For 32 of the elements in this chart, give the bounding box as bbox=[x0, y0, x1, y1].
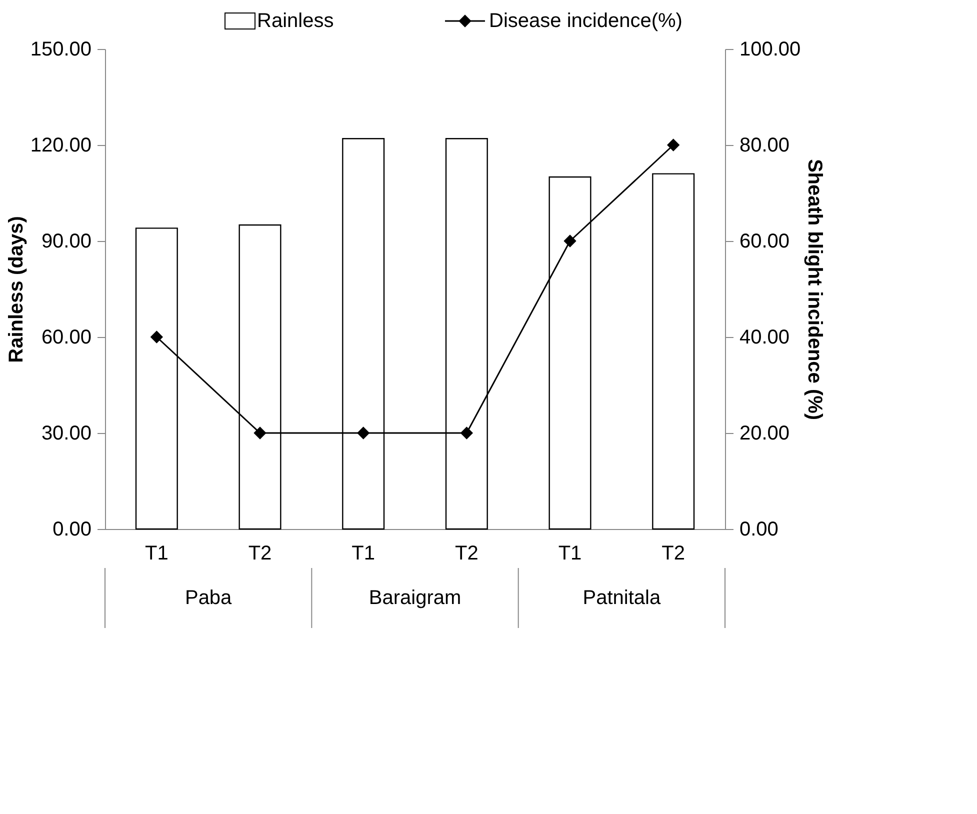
y2-axis-title: Sheath blight incidence (%) bbox=[804, 158, 826, 420]
x-tick-label: T2 bbox=[662, 542, 686, 564]
legend-label: Rainless bbox=[257, 10, 334, 32]
text: Baraigram bbox=[368, 587, 462, 609]
point bbox=[460, 426, 473, 440]
y-tick-label: 60.00 bbox=[41, 326, 92, 348]
y2-tick-label: 100.00 bbox=[740, 38, 801, 60]
point bbox=[564, 234, 576, 248]
x-tick-label: T2 bbox=[454, 542, 478, 564]
x-tick-label: T1 bbox=[558, 542, 582, 564]
point bbox=[150, 330, 163, 344]
y-axis-title: Rainless (days) bbox=[5, 216, 28, 363]
y2-tick-label: 40.00 bbox=[740, 326, 790, 348]
bar bbox=[652, 173, 695, 530]
y2-tick-label: 0.00 bbox=[740, 518, 778, 540]
point bbox=[254, 426, 266, 440]
y2-tick-label: 20.00 bbox=[740, 422, 790, 444]
y-tick-label: 120.00 bbox=[30, 134, 92, 156]
point bbox=[667, 138, 680, 152]
y-tick-label: 0.00 bbox=[52, 518, 92, 540]
y-tick-label: 30.00 bbox=[41, 422, 92, 444]
y-tick-label: 90.00 bbox=[41, 230, 92, 252]
y2-tick-label: 60.00 bbox=[740, 230, 790, 252]
text: Paba bbox=[184, 587, 233, 609]
legend-label: Disease incidence(%) bbox=[489, 10, 682, 32]
y2-tick-label: 80.00 bbox=[740, 134, 790, 156]
text: Patnitala bbox=[582, 587, 662, 609]
x-tick-label: T2 bbox=[248, 542, 272, 564]
x-tick-label: T1 bbox=[352, 542, 376, 564]
y-tick-label: 150.00 bbox=[30, 38, 92, 60]
x-tick-label: T1 bbox=[144, 542, 168, 564]
point bbox=[357, 426, 370, 440]
